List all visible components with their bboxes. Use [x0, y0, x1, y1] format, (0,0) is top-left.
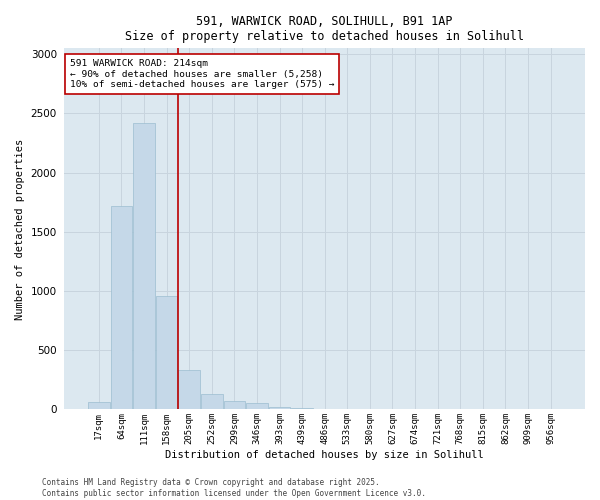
Bar: [178, 370, 200, 410]
Text: 591 WARWICK ROAD: 214sqm
← 90% of detached houses are smaller (5,258)
10% of sem: 591 WARWICK ROAD: 214sqm ← 90% of detach…: [70, 59, 334, 89]
Bar: [201, 394, 223, 409]
Bar: [156, 296, 178, 410]
Bar: [110, 206, 132, 410]
Bar: [292, 408, 313, 410]
Text: Contains HM Land Registry data © Crown copyright and database right 2025.
Contai: Contains HM Land Registry data © Crown c…: [42, 478, 426, 498]
Bar: [246, 404, 268, 409]
Title: 591, WARWICK ROAD, SOLIHULL, B91 1AP
Size of property relative to detached house: 591, WARWICK ROAD, SOLIHULL, B91 1AP Siz…: [125, 15, 524, 43]
Bar: [269, 407, 290, 410]
Y-axis label: Number of detached properties: Number of detached properties: [15, 138, 25, 320]
Bar: [133, 123, 155, 410]
Bar: [88, 402, 110, 409]
Bar: [224, 400, 245, 409]
X-axis label: Distribution of detached houses by size in Solihull: Distribution of detached houses by size …: [166, 450, 484, 460]
